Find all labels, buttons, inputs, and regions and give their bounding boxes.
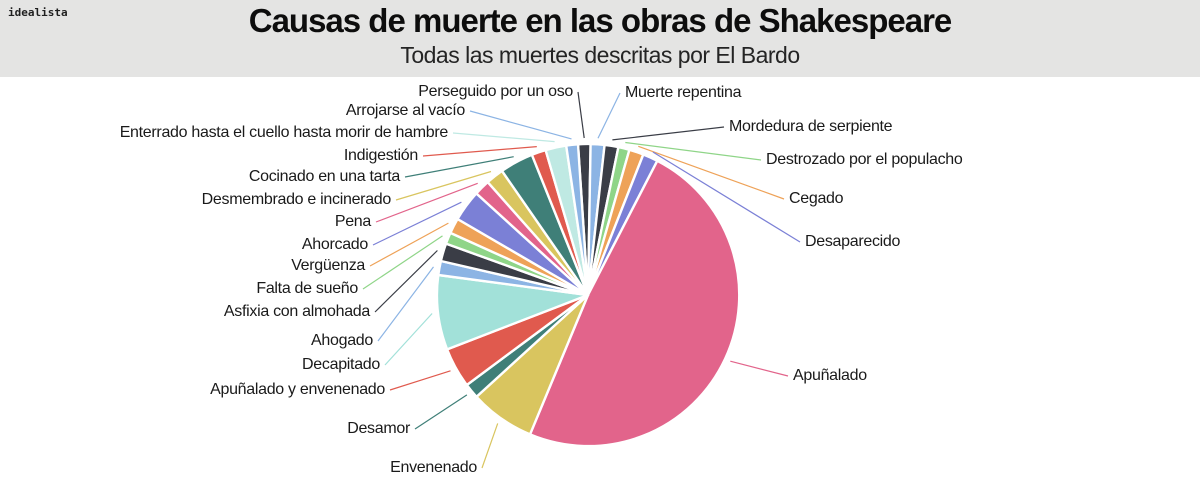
slice-label-desamor: Desamor: [347, 420, 410, 437]
slice-label-arrojarse-al-vacio: Arrojarse al vacío: [345, 102, 465, 119]
leader-line-desmembrado-e-incinerado: [395, 170, 492, 201]
leader-line-destrozado-por-el-populacho: [625, 141, 762, 161]
leader-line-enterrado-hasta-el-cuello-hasta-morir-de-hambre: [452, 132, 555, 143]
slice-label-apunalado-y-envenenado: Apuñalado y envenenado: [210, 381, 385, 398]
leader-line-cocinado-en-una-tarta: [404, 156, 514, 178]
leader-line-ahorcado: [372, 201, 462, 246]
leader-line-arrojarse-al-vacio: [469, 110, 572, 140]
slice-label-perseguido-por-un-oso: Perseguido por un oso: [418, 83, 573, 100]
slice-label-ahorcado: Ahorcado: [301, 236, 368, 253]
slice-label-pena: Pena: [334, 213, 371, 230]
leader-line-mordedura-de-serpiente: [612, 126, 725, 141]
slice-label-cegado: Cegado: [789, 190, 844, 207]
chart-title: Causas de muerte en las obras de Shakesp…: [248, 2, 953, 39]
leader-line-asfixia-con-almohada: [374, 250, 438, 313]
idealista-logo: idealista: [8, 6, 68, 19]
leader-line-falta-de-sueno: [362, 235, 443, 290]
leader-line-apunalado: [730, 360, 789, 377]
slice-label-ahogado: Ahogado: [311, 332, 373, 349]
slice-label-asfixia-con-almohada: Asfixia con almohada: [223, 303, 370, 320]
leader-line-ahogado: [377, 266, 434, 342]
leader-line-envenenado: [481, 423, 499, 469]
leader-line-perseguido-por-un-oso: [577, 91, 585, 139]
slice-label-muerte-repentina: Muerte repentina: [625, 84, 742, 101]
leader-line-verguenza: [369, 222, 449, 267]
leader-line-cegado: [638, 145, 785, 200]
slice-label-enterrado-hasta-el-cuello-hasta-morir-de-hambre: Enterrado hasta el cuello hasta morir de…: [119, 124, 449, 141]
slice-label-desaparecido: Desaparecido: [805, 233, 901, 250]
slice-label-envenenado: Envenenado: [390, 459, 477, 476]
slice-label-falta-de-sueno: Falta de sueño: [256, 280, 358, 297]
pie-slice-apunalado: [528, 159, 741, 448]
slice-label-mordedura-de-serpiente: Mordedura de serpiente: [729, 118, 893, 135]
slice-label-desmembrado-e-incinerado: Desmembrado e incinerado: [201, 191, 392, 208]
slice-label-indigestion: Indigestión: [343, 147, 418, 164]
chart-subtitle: Todas las muertes descritas por El Bardo: [400, 42, 800, 68]
leader-line-apunalado-y-envenenado: [389, 370, 451, 391]
leader-line-desaparecido: [652, 151, 801, 243]
leader-line-desamor: [414, 394, 468, 430]
leader-line-indigestion: [422, 146, 537, 157]
slice-label-destrozado-por-el-populacho: Destrozado por el populacho: [766, 151, 963, 168]
slice-label-decapitado: Decapitado: [302, 356, 380, 373]
slice-label-apunalado: Apuñalado: [793, 367, 867, 384]
pie-slice-arrojarse-al-vacio: [565, 143, 590, 297]
header-band: idealista Causas de muerte en las obras …: [0, 0, 1200, 77]
leader-line-pena: [375, 182, 478, 223]
slice-label-verguenza: Vergüenza: [291, 257, 365, 274]
leader-line-decapitado: [384, 313, 433, 366]
leader-line-muerte-repentina: [597, 92, 621, 139]
slice-label-cocinado-en-una-tarta: Cocinado en una tarta: [248, 168, 400, 185]
